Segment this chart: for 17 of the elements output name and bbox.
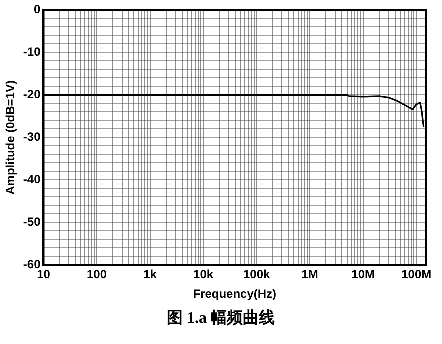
- x-tick-label: 100M: [402, 268, 432, 282]
- y-axis-title: Amplitude (0dB=1V): [4, 80, 18, 195]
- x-tick-label: 100: [86, 268, 108, 282]
- y-tick-label: -30: [23, 130, 42, 144]
- y-tick-label: -50: [23, 215, 42, 230]
- y-tick-label: 0: [34, 2, 42, 17]
- y-tick-label: -20: [23, 88, 42, 102]
- y-tick-label: -40: [23, 172, 42, 187]
- x-tick-label: 1k: [144, 268, 158, 282]
- y-tick-label: -10: [23, 45, 42, 60]
- x-axis-title: Frequency(Hz): [193, 287, 277, 302]
- x-tick-label: 100k: [243, 268, 270, 282]
- x-tick-label: 10k: [194, 268, 214, 282]
- x-tick-label: 1M: [302, 268, 318, 282]
- x-tick-label: 10: [37, 268, 51, 282]
- x-tick-label: 10M: [352, 268, 376, 282]
- text: 图 1.a 幅频曲线: [166, 308, 276, 329]
